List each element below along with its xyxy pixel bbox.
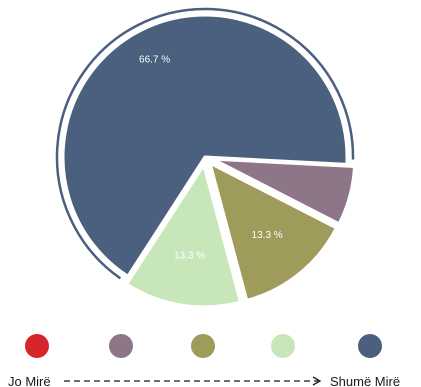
legend <box>25 334 382 358</box>
legend-swatch <box>191 334 215 358</box>
pie-slice <box>125 163 243 309</box>
legend-swatch <box>358 334 382 358</box>
legend-low-label: Jo Mirë <box>8 374 51 387</box>
legend-swatch <box>109 334 133 358</box>
legend-swatch <box>25 334 49 358</box>
slice-label: 66.7 % <box>139 54 170 65</box>
pie-slice <box>211 157 357 226</box>
slice-label: 13.3 % <box>174 251 205 262</box>
pie-slice <box>61 13 349 278</box>
legend-scale-arrowhead <box>312 376 322 386</box>
outer-highlight-arc <box>55 7 355 280</box>
slice-label: 13.3 % <box>252 230 283 241</box>
slice-labels: 13.3 % 13.3 % 66.7 % <box>139 54 283 261</box>
pie-slice <box>208 161 338 302</box>
pie-slices <box>61 13 357 309</box>
legend-swatch <box>271 334 295 358</box>
legend-high-label: Shumë Mirë <box>330 374 400 387</box>
